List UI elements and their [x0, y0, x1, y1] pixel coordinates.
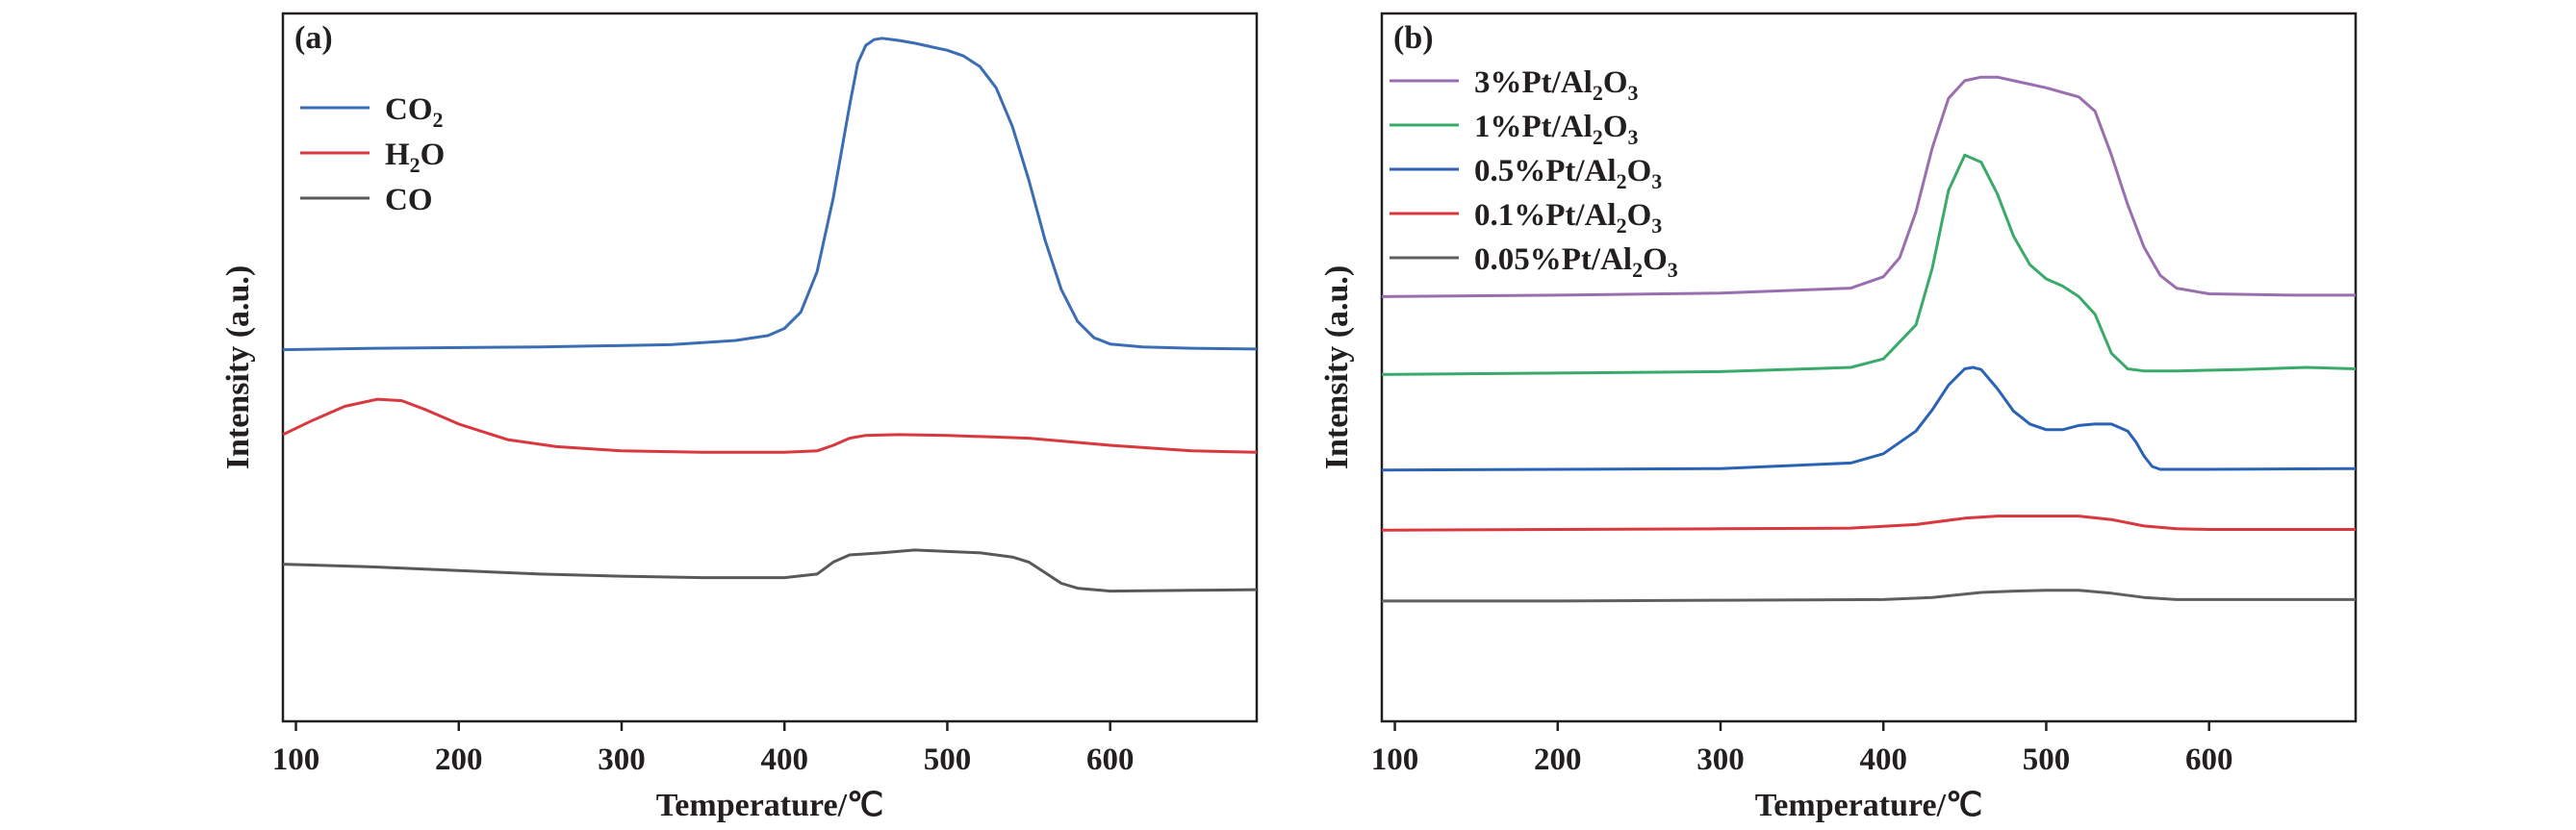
chart-panel-a: (a) 100 200 300 400 500 600 Temperature/℃ Intens… [220, 12, 1259, 823]
x-tick-label: 500 [924, 742, 972, 777]
legend-entry: CO [385, 183, 433, 217]
x-tick-label: 400 [760, 742, 808, 777]
x-tick-label: 600 [1086, 742, 1135, 777]
x-tick-label: 300 [1696, 742, 1745, 777]
series-line-3 [1381, 515, 2356, 532]
panel-label: (b) [1393, 20, 1434, 56]
legend-entry: 3%Pt/Al2O3 [1474, 65, 1639, 105]
series-line-4 [1382, 589, 2356, 603]
x-axis-label: Temperature/℃ [1755, 788, 1983, 823]
x-tick-label: 500 [2023, 742, 2071, 777]
y-axis-label: Intensity (a.u.) [1319, 265, 1355, 470]
y-axis-label: Intensity (a.u.) [220, 265, 256, 470]
series-line-0 [1381, 75, 2356, 298]
chart-panel-b: (b) 100 200 300 400 500 600 Temperature/℃ Intens… [1319, 12, 2358, 823]
x-tick-label: 300 [598, 742, 646, 777]
plot-frame [281, 12, 1259, 723]
series-line-0 [282, 37, 1258, 352]
x-tick-label: 100 [272, 742, 320, 777]
legend-entry: 0.05%Pt/Al2O3 [1474, 242, 1678, 282]
x-tick-label: 200 [435, 742, 483, 777]
series-line-1 [282, 397, 1258, 454]
series-line-2 [282, 548, 1258, 593]
legend-entry: CO2 [385, 92, 444, 132]
legend-entry: H2O [385, 138, 445, 177]
x-tick-label: 100 [1371, 742, 1419, 777]
legend-entry: 1%Pt/Al2O3 [1474, 110, 1639, 149]
x-axis-label: Temperature/℃ [656, 788, 884, 823]
series-line-2 [1381, 365, 2357, 472]
x-tick-label: 600 [2185, 742, 2233, 777]
panel-label: (a) [294, 20, 333, 56]
legend-entry: 0.1%Pt/Al2O3 [1474, 198, 1662, 238]
x-tick-label: 200 [1534, 742, 1582, 777]
legend-entry: 0.5%Pt/Al2O3 [1474, 154, 1662, 193]
series-line-1 [1381, 153, 2357, 376]
x-tick-label: 400 [1859, 742, 1907, 777]
